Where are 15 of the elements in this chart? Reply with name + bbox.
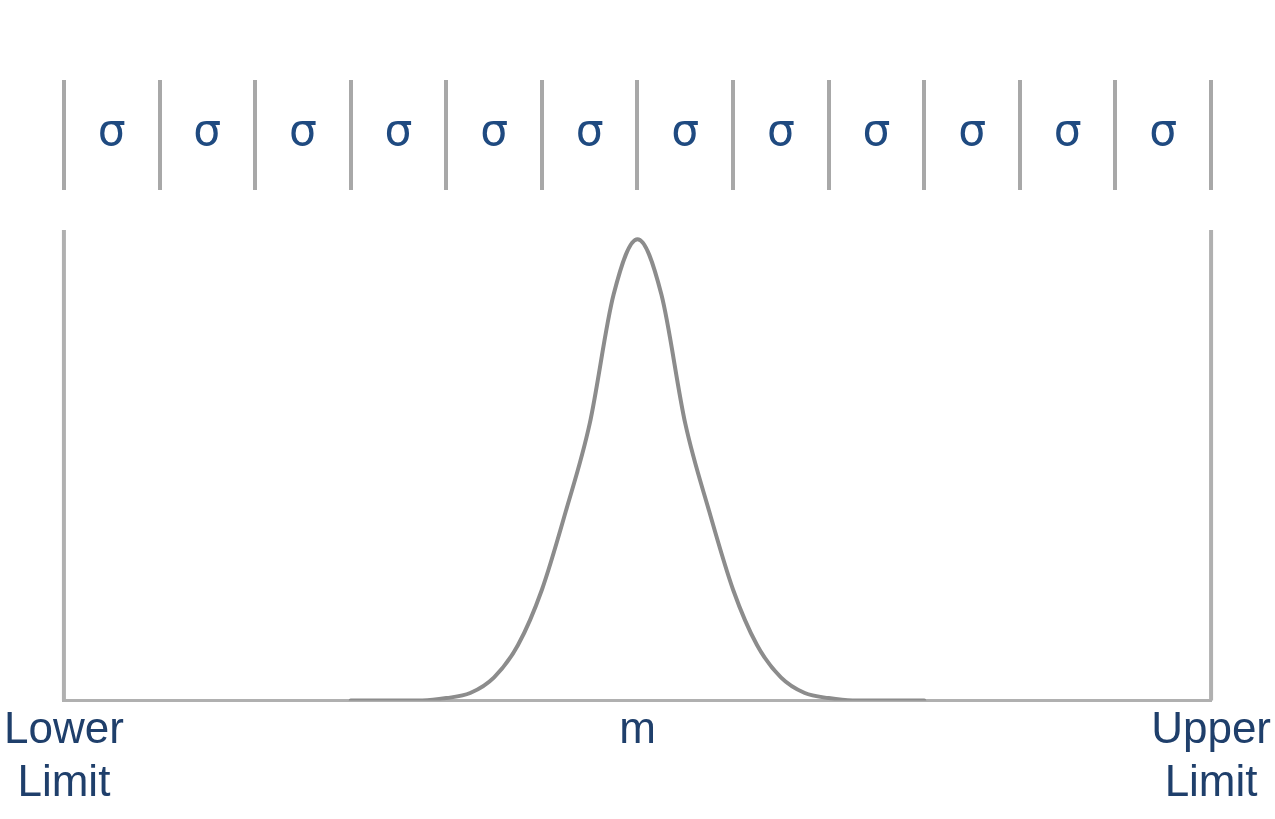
text: σ <box>765 104 796 155</box>
text: σ <box>670 104 701 155</box>
x-tick-label: m <box>619 702 656 752</box>
text: σ <box>96 104 127 155</box>
x-tick-label: Upper Limit <box>1151 702 1271 805</box>
x-tick-label: Lower Limit <box>4 702 124 805</box>
text: σ <box>957 104 987 155</box>
text: σ <box>287 104 318 155</box>
text: σ <box>1052 104 1083 155</box>
text: σ <box>574 104 605 155</box>
text: σ <box>1148 104 1179 155</box>
text: σ <box>192 104 223 155</box>
text: σ <box>861 104 892 155</box>
text: σ <box>479 104 510 155</box>
text: σ <box>383 104 414 155</box>
